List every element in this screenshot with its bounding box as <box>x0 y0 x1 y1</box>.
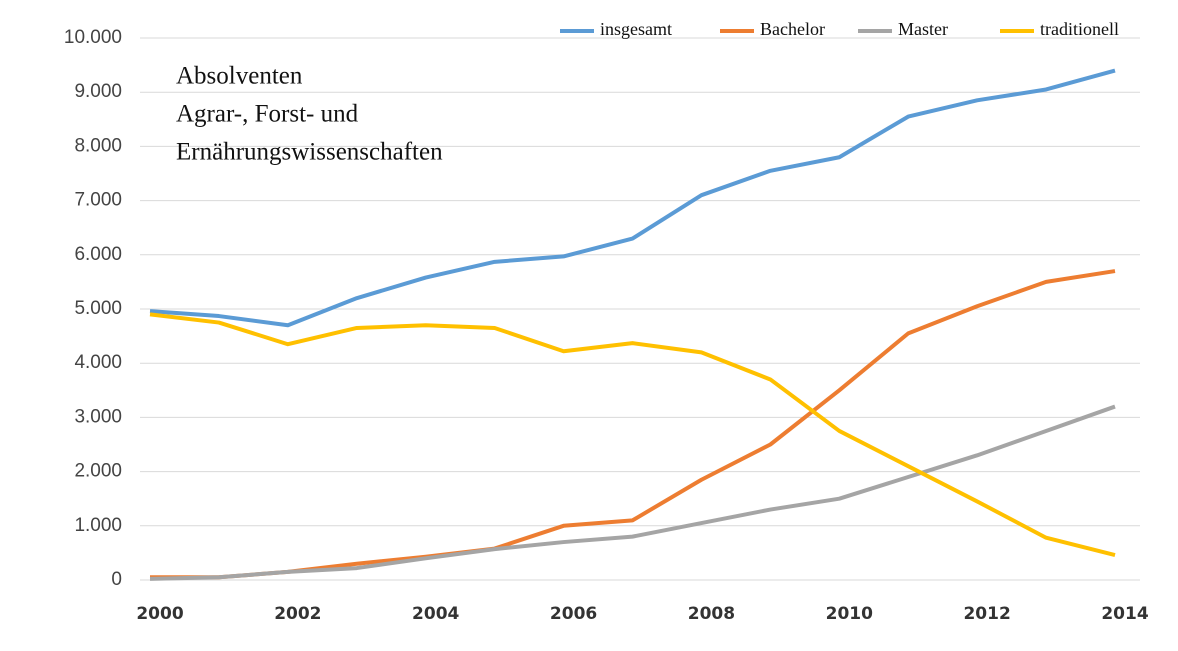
y-tick-label: 10.000 <box>64 27 122 48</box>
x-tick-label: 2000 <box>136 604 183 624</box>
x-tick-label: 2010 <box>826 604 873 624</box>
chart-title: Agrar-, Forst- und <box>176 101 359 128</box>
y-tick-label: 6.000 <box>74 244 122 265</box>
x-tick-label: 2004 <box>412 604 459 624</box>
y-tick-label: 5.000 <box>74 298 122 319</box>
legend-label: insgesamt <box>600 19 672 39</box>
legend-label: Master <box>898 19 948 39</box>
y-tick-label: 9.000 <box>74 81 122 102</box>
y-tick-label: 0 <box>111 569 122 590</box>
line-series <box>149 68 1116 328</box>
line-series <box>149 312 1116 558</box>
y-tick-label: 2.000 <box>74 461 122 482</box>
y-tick-label: 7.000 <box>74 190 122 211</box>
x-tick-label: 2006 <box>550 604 597 624</box>
y-tick-label: 3.000 <box>74 406 122 427</box>
x-tick-label: 2008 <box>688 604 735 624</box>
line-series <box>149 404 1116 581</box>
y-tick-label: 1.000 <box>74 515 122 536</box>
chart-title: Ernährungswissenschaften <box>176 139 443 166</box>
x-tick-label: 2012 <box>963 604 1010 624</box>
y-tick-label: 4.000 <box>74 352 122 373</box>
y-tick-label: 8.000 <box>74 135 122 156</box>
x-tick-label: 2014 <box>1101 604 1148 624</box>
legend-label: traditionell <box>1040 19 1119 39</box>
chart-title: Absolventen <box>176 63 303 90</box>
legend-label: Bachelor <box>760 19 825 39</box>
x-tick-label: 2002 <box>274 604 321 624</box>
